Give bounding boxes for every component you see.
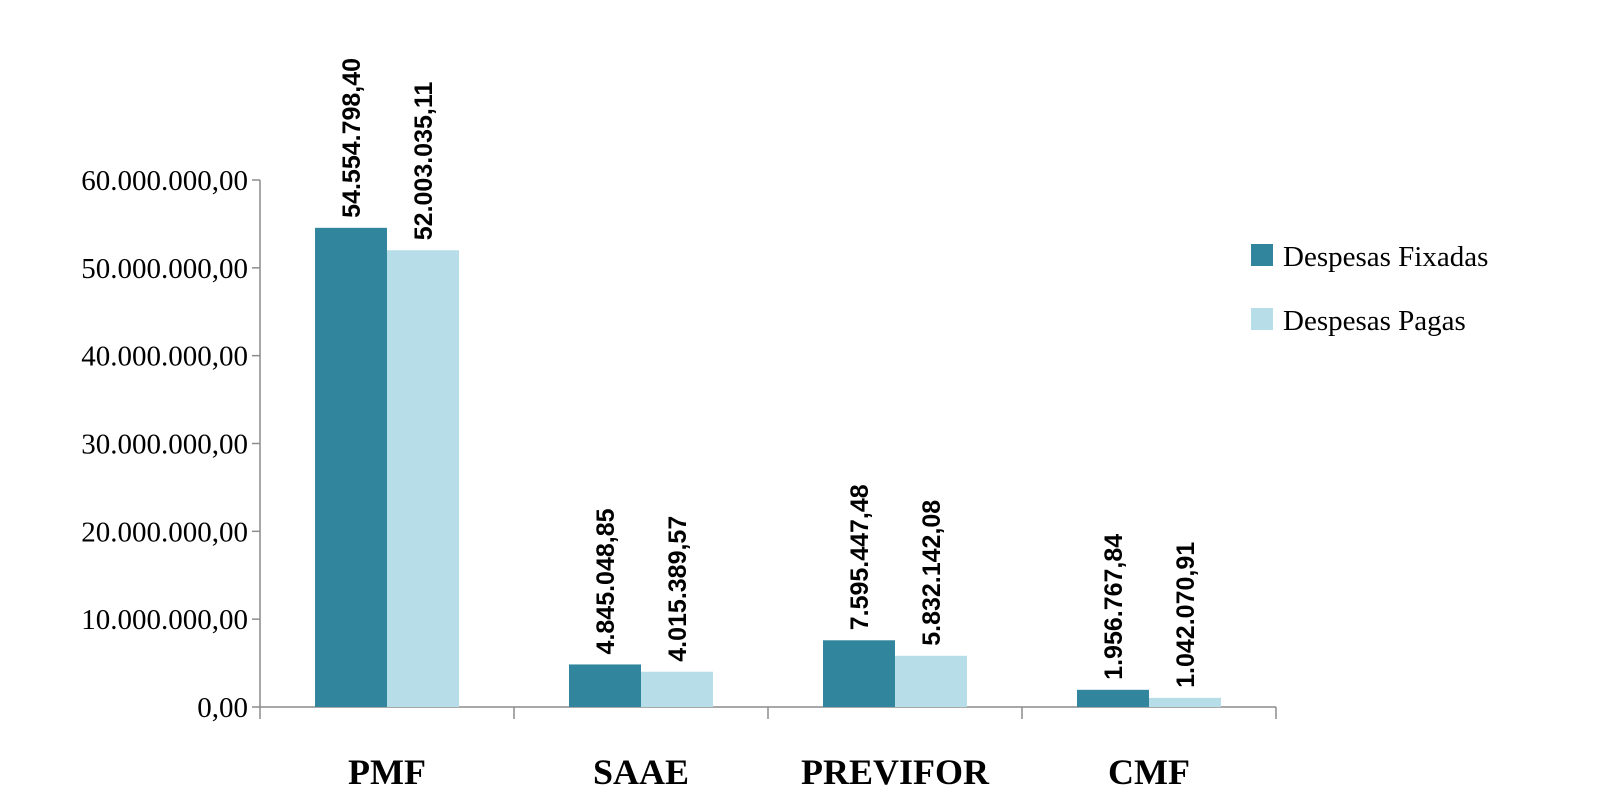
y-tick-label: 30.000.000,00 — [81, 429, 248, 461]
bar-despesas-pagas — [641, 671, 713, 707]
category-label: CMF — [1108, 752, 1190, 792]
legend: Despesas Fixadas Despesas Pagas — [1251, 241, 1488, 337]
category-label: PREVIFOR — [801, 752, 990, 792]
legend-label: Despesas Fixadas — [1283, 241, 1488, 273]
data-label: 4.845.048,85 — [592, 508, 620, 654]
y-tick-label: 60.000.000,00 — [81, 165, 248, 197]
data-label: 7.595.447,48 — [846, 484, 874, 630]
y-tick-label: 10.000.000,00 — [81, 604, 248, 636]
category-label: SAAE — [593, 752, 689, 792]
y-tick-label: 20.000.000,00 — [81, 516, 248, 548]
legend-swatch — [1251, 244, 1273, 266]
category-label: PMF — [348, 752, 426, 792]
data-label: 4.015.389,57 — [664, 516, 692, 662]
data-label: 1.042.070,91 — [1172, 542, 1200, 688]
data-label: 1.956.767,84 — [1100, 534, 1128, 680]
plot-area: 0,00 10.000.000,00 20.000.000,00 30.000.000… — [81, 58, 1277, 792]
y-tick-label: 0,00 — [197, 692, 248, 724]
bar-despesas-fixadas — [569, 664, 641, 707]
bar-despesas-fixadas — [315, 227, 387, 707]
y-tick-label: 40.000.000,00 — [81, 341, 248, 373]
bar-despesas-fixadas — [1077, 689, 1149, 707]
bar-despesas-pagas — [387, 250, 459, 708]
data-label: 5.832.142,08 — [918, 500, 946, 646]
bar-despesas-pagas — [1149, 697, 1221, 707]
bar-despesas-fixadas — [823, 640, 895, 707]
y-tick-label: 50.000.000,00 — [81, 253, 248, 285]
bar-despesas-pagas — [895, 655, 967, 707]
data-label: 54.554.798,40 — [338, 58, 366, 218]
legend-label: Despesas Pagas — [1283, 305, 1466, 337]
data-label: 52.003.035,11 — [410, 82, 438, 241]
legend-swatch — [1251, 308, 1273, 330]
